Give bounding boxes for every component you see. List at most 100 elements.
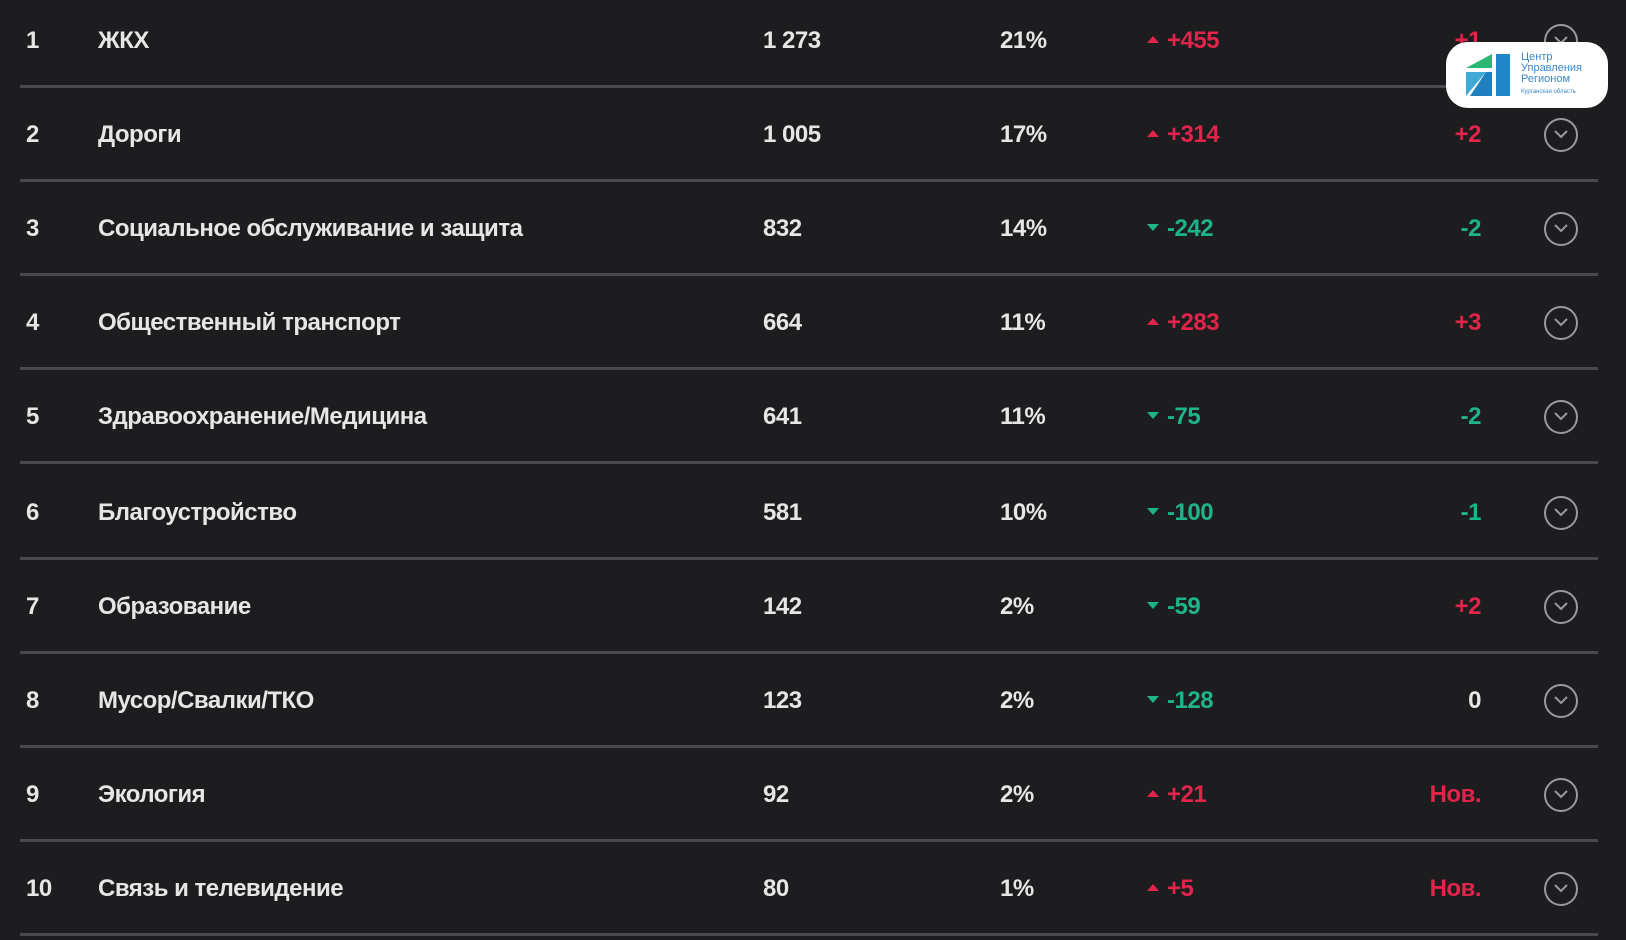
row-divider [20,557,1598,560]
share-percent: 11% [1000,403,1046,430]
count-change: -242 [1147,215,1214,243]
triangle-down-icon [1147,696,1159,704]
triangle-up-icon [1147,36,1159,44]
count-change: +455 [1147,27,1220,55]
table-row[interactable]: 5 Здравоохранение/Медицина 641 11% -75 -2 [0,370,1626,464]
share-percent: 2% [1000,781,1034,808]
count-change-value: +455 [1167,27,1220,54]
count-change-value: +283 [1167,309,1220,336]
expand-row-button[interactable] [1544,684,1578,718]
count-change-value: +314 [1167,121,1220,148]
rank-number: 1 [26,27,39,54]
chevron-down-icon [1554,318,1568,327]
share-percent: 2% [1000,687,1034,714]
rank-number: 5 [26,403,39,430]
count-change-value: -75 [1167,403,1201,430]
appeals-count: 581 [763,499,802,526]
logo-mark-icon [1466,54,1510,96]
table-row[interactable]: 7 Образование 142 2% -59 +2 [0,560,1626,654]
expand-row-button[interactable] [1544,496,1578,530]
rank-change: -2 [1460,215,1482,242]
topic-name: Экология [98,781,206,808]
count-change-value: -100 [1167,499,1214,526]
table-row[interactable]: 6 Благоустройство 581 10% -100 -1 [0,466,1626,560]
count-change: +283 [1147,309,1220,337]
table-row[interactable]: 9 Экология 92 2% +21 Нов. [0,748,1626,842]
triangle-down-icon [1147,412,1159,420]
row-divider [20,839,1598,842]
rank-number: 10 [26,875,52,902]
topic-name: Общественный транспорт [98,309,401,336]
count-change: +21 [1147,781,1207,809]
table-row[interactable]: 2 Дороги 1 005 17% +314 +2 [0,88,1626,182]
appeals-count: 80 [763,875,789,902]
row-divider [20,85,1598,88]
count-change-value: +21 [1167,781,1207,808]
topic-name: Благоустройство [98,499,297,526]
chevron-down-icon [1554,508,1568,517]
count-change: -59 [1147,593,1201,621]
rank-change: -1 [1460,499,1482,526]
share-percent: 2% [1000,593,1034,620]
triangle-up-icon [1147,884,1159,892]
row-divider [20,367,1598,370]
expand-row-button[interactable] [1544,306,1578,340]
share-percent: 14% [1000,215,1047,242]
expand-row-button[interactable] [1544,212,1578,246]
row-divider [20,179,1598,182]
count-change-value: -59 [1167,593,1201,620]
topic-name: Дороги [98,121,182,148]
table-row[interactable]: 10 Связь и телевидение 80 1% +5 Нов. [0,842,1626,936]
count-change: +314 [1147,121,1220,149]
triangle-up-icon [1147,790,1159,798]
topic-name: Здравоохранение/Медицина [98,403,427,430]
rank-number: 4 [26,309,39,336]
topic-name: Образование [98,593,251,620]
count-change-value: -242 [1167,215,1214,242]
table-row[interactable]: 3 Социальное обслуживание и защита 832 14% -… [0,182,1626,276]
expand-row-button[interactable] [1544,872,1578,906]
topic-name: Мусор/Свалки/ТКО [98,687,314,714]
expand-row-button[interactable] [1544,778,1578,812]
topic-name: Связь и телевидение [98,875,344,902]
row-divider [20,745,1598,748]
rank-number: 6 [26,499,39,526]
chevron-down-icon [1554,130,1568,139]
logo-text-line1: Центр [1521,51,1553,63]
rank-number: 9 [26,781,39,808]
appeals-count: 641 [763,403,802,430]
rank-change: +3 [1454,309,1482,336]
count-change: -75 [1147,403,1201,431]
share-percent: 21% [1000,27,1047,54]
table-row[interactable]: 4 Общественный транспорт 664 11% +283 +3 [0,276,1626,370]
rank-change: Нов. [1429,875,1482,902]
logo-text-line3: Регионом [1521,73,1571,85]
rank-number: 8 [26,687,39,714]
row-divider [20,933,1598,936]
expand-row-button[interactable] [1544,118,1578,152]
share-percent: 10% [1000,499,1047,526]
triangle-up-icon [1147,318,1159,326]
chevron-down-icon [1554,790,1568,799]
row-divider [20,461,1598,464]
topic-name: Социальное обслуживание и защита [98,215,523,242]
table-row[interactable]: 8 Мусор/Свалки/ТКО 123 2% -128 0 [0,654,1626,748]
chevron-down-icon [1554,696,1568,705]
count-change: +5 [1147,875,1194,903]
expand-row-button[interactable] [1544,400,1578,434]
chevron-down-icon [1554,602,1568,611]
appeals-count: 1 005 [763,121,821,148]
expand-row-button[interactable] [1544,590,1578,624]
table-row[interactable]: 1 ЖКХ 1 273 21% +455 +1 [0,0,1626,88]
rank-change: 0 [1468,687,1481,714]
region-control-center-logo: Центр Управления Регионом Курганская обл… [1446,42,1608,108]
triangle-down-icon [1147,224,1159,232]
chevron-down-icon [1554,412,1568,421]
share-percent: 17% [1000,121,1047,148]
triangle-up-icon [1147,130,1159,138]
share-percent: 1% [1000,875,1034,902]
topic-name: ЖКХ [98,27,149,54]
triangle-down-icon [1147,602,1159,610]
rank-change: Нов. [1429,781,1482,808]
rank-number: 2 [26,121,39,148]
